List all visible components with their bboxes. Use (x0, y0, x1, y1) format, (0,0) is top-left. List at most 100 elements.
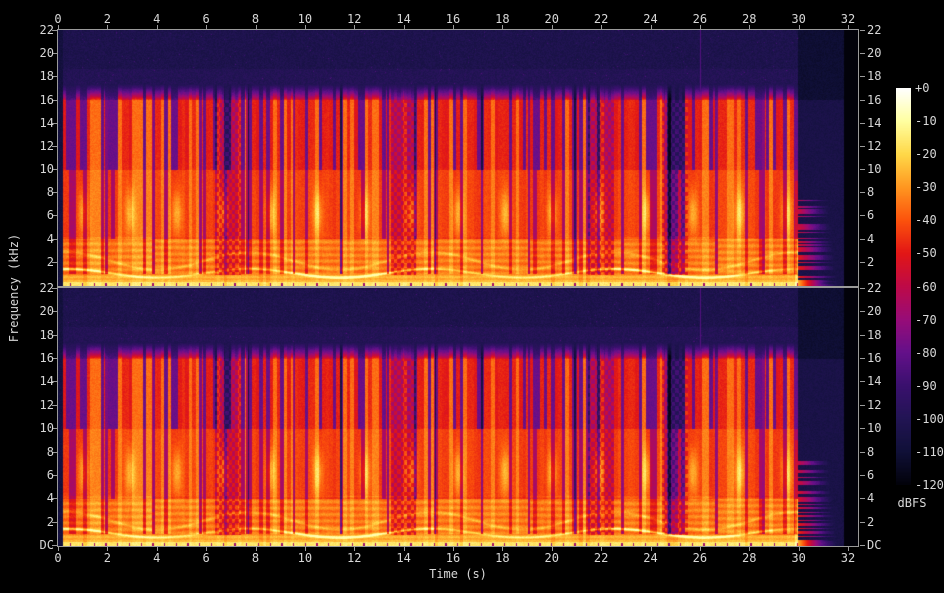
spectrogram-heatmap-bottom (58, 288, 858, 546)
freq-tick-label: 6 (867, 467, 875, 482)
time-tick-mark (107, 25, 109, 29)
time-tick-mark (403, 25, 405, 29)
freq-tick-label: 6 (46, 467, 54, 482)
time-tick-label: 10 (297, 12, 313, 26)
freq-tick-mark (860, 498, 865, 500)
time-tick-mark (58, 547, 59, 551)
freq-tick-label: 16 (867, 351, 882, 366)
time-tick-mark (156, 547, 158, 551)
freq-tick-mark (860, 358, 865, 360)
time-tick-label: 18 (495, 551, 510, 565)
colorbar-tick-label: -30 (915, 180, 937, 195)
time-axis-title: Time (s) (429, 567, 487, 581)
freq-tick-mark (52, 169, 57, 171)
freq-tick-label: 14 (39, 115, 54, 130)
time-tick-label: 20 (544, 551, 559, 565)
time-tick-mark (304, 25, 306, 29)
freq-tick-label: 12 (39, 397, 54, 412)
time-tick-label: 8 (251, 551, 260, 565)
freq-tick-mark (860, 404, 865, 406)
time-tick-label: 6 (202, 551, 210, 565)
freq-tick-label: 6 (46, 208, 54, 223)
freq-tick-mark (52, 545, 57, 546)
time-tick-mark (206, 25, 208, 29)
colorbar-tick-label: -60 (915, 279, 937, 294)
freq-tick-label: 22 (867, 23, 882, 37)
spectrogram-heatmap-top (58, 30, 858, 286)
time-tick-label: 8 (251, 12, 260, 26)
colorbar-tick-label: -120 (915, 478, 944, 492)
time-tick-mark (354, 547, 356, 551)
freq-tick-label: 8 (46, 185, 54, 200)
freq-tick-label: 20 (39, 304, 54, 319)
freq-tick-mark (52, 192, 57, 194)
freq-tick-mark (52, 404, 57, 406)
freq-tick-label: 2 (867, 254, 875, 269)
time-tick-label: 24 (643, 551, 658, 565)
freq-tick-label: 10 (39, 421, 54, 436)
freq-tick-mark (860, 428, 865, 430)
freq-tick-label: 2 (46, 514, 54, 529)
freq-tick-mark (860, 122, 865, 124)
freq-tick-label: 10 (867, 421, 882, 436)
time-tick-label: 32 (840, 551, 856, 565)
colorbar-tick-label: +0 (915, 81, 930, 95)
time-tick-mark (156, 25, 158, 29)
freq-tick-mark (860, 261, 865, 263)
freq-tick-mark (860, 238, 865, 240)
freq-tick-label: 12 (39, 138, 54, 153)
time-tick-mark (58, 25, 59, 29)
freq-tick-label: 8 (867, 185, 875, 200)
freq-tick-label: 20 (867, 304, 882, 319)
freq-tick-label: 22 (39, 23, 54, 37)
time-tick-mark (107, 547, 109, 551)
time-tick-mark (798, 25, 800, 29)
freq-tick-mark (860, 169, 865, 171)
freq-tick-mark (860, 192, 865, 194)
colorbar-tick-label: -70 (915, 312, 937, 327)
freq-tick-mark (860, 451, 865, 453)
time-tick-label: 0 (54, 12, 62, 26)
freq-tick-mark (860, 381, 865, 383)
time-tick-mark (699, 547, 701, 551)
freq-tick-mark (52, 521, 57, 523)
freq-tick-label: 18 (867, 69, 882, 84)
freq-tick-mark (860, 545, 865, 546)
time-tick-label: 30 (791, 551, 806, 565)
time-tick-label: 18 (495, 12, 510, 26)
time-tick-mark (699, 25, 701, 29)
time-tick-label: 32 (840, 12, 856, 26)
time-tick-mark (601, 547, 603, 551)
time-tick-mark (650, 547, 652, 551)
time-tick-label: 16 (445, 551, 461, 565)
freq-tick-mark (52, 358, 57, 360)
spectrogram-panel-bottom (57, 287, 859, 547)
time-tick-mark (749, 547, 751, 551)
time-tick-mark (502, 547, 504, 551)
freq-tick-mark (52, 145, 57, 147)
time-tick-label: 24 (643, 12, 658, 26)
time-tick-label: 22 (593, 551, 609, 565)
freq-tick-label: 16 (39, 92, 54, 107)
freq-tick-label: 2 (46, 254, 54, 269)
time-tick-mark (601, 25, 603, 29)
freq-tick-mark (52, 451, 57, 453)
time-tick-label: 2 (103, 12, 111, 26)
colorbar-tick-label: -50 (915, 246, 937, 261)
freq-tick-mark (860, 311, 865, 313)
freq-tick-label: 22 (39, 281, 54, 295)
freq-tick-label: 18 (39, 327, 54, 342)
freq-tick-mark (860, 215, 865, 217)
time-tick-mark (403, 547, 405, 551)
colorbar-tick-label: -10 (915, 114, 937, 129)
time-tick-label: 6 (202, 12, 210, 26)
time-tick-label: 26 (692, 12, 708, 26)
colorbar-tick-label: -80 (915, 345, 937, 360)
freq-tick-label: 4 (867, 231, 875, 246)
freq-tick-label: 20 (867, 46, 882, 61)
freq-tick-mark (52, 30, 57, 31)
freq-tick-mark (52, 99, 57, 101)
freq-tick-label: 16 (867, 92, 882, 107)
time-tick-mark (255, 547, 257, 551)
